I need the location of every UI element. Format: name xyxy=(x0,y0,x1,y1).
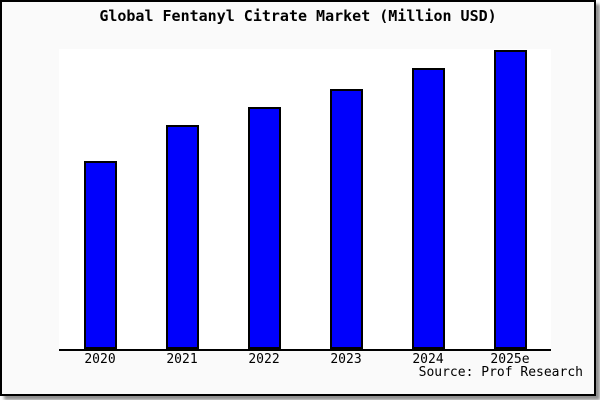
bar-2021 xyxy=(165,125,199,349)
bar-2023 xyxy=(329,89,363,349)
bar-2024 xyxy=(411,68,445,349)
x-tick-label-2021: 2021 xyxy=(166,352,198,367)
x-tick-label-2024: 2024 xyxy=(412,352,444,367)
x-tick-label-2023: 2023 xyxy=(330,352,362,367)
chart-title: Global Fentanyl Citrate Market (Million … xyxy=(99,7,497,25)
source-annotation: Source: Prof Research xyxy=(418,365,583,380)
bar-2022 xyxy=(247,107,281,349)
x-tick-label-2020: 2020 xyxy=(84,352,116,367)
plot-area xyxy=(59,49,551,351)
bar-2025e xyxy=(493,50,527,349)
x-tick-label-2022: 2022 xyxy=(248,352,280,367)
bar-2020 xyxy=(83,161,117,349)
x-tick-label-2025e: 2025e xyxy=(490,352,530,367)
